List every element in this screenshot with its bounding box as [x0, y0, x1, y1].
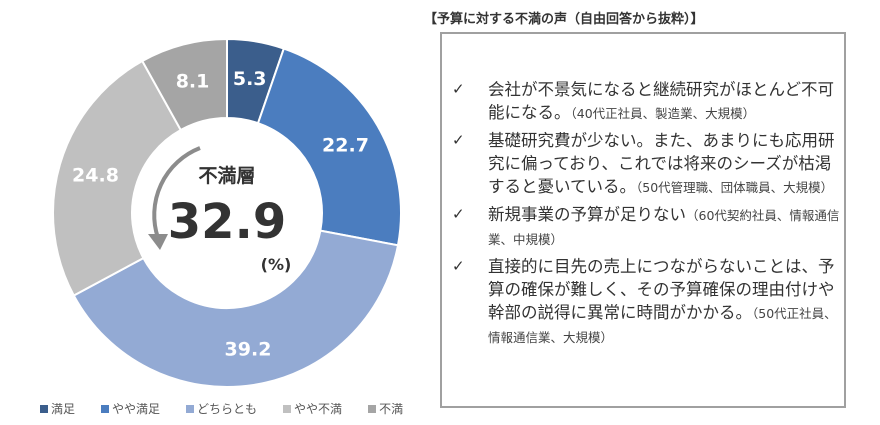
- center-label: 不満層: [198, 165, 255, 187]
- curved-arrow-icon: [152, 146, 201, 239]
- comment-list: ✓ 会社が不景気になると継続研究がほとんど不可能になる。（40代正社員、製造業、大…: [452, 78, 842, 353]
- center-value: 32.9: [168, 194, 286, 250]
- legend-swatch: [40, 404, 48, 413]
- slice-3: [52, 59, 183, 297]
- legend-label: 不満: [379, 402, 404, 416]
- data-label: 39.2: [225, 338, 272, 360]
- legend-swatch: [283, 404, 292, 413]
- data-label: 24.8: [72, 165, 119, 187]
- legend: 満足 やや満足 どちらとも やや不満 不満: [40, 400, 403, 417]
- comment-item: ✓ 基礎研究費が少ない。また、あまりにも応用研究に偏っており、これでは将来のシーズ…: [452, 129, 842, 199]
- check-icon: ✓: [452, 80, 465, 98]
- comment-note: （50代正社員、情報通信業、大規模）: [488, 306, 837, 345]
- legend-label: どちらとも: [197, 402, 258, 416]
- comment-note: （50代管理職、団体職員、大規模）: [636, 180, 834, 195]
- panel-title: 【予算に対する不満の声（自由回答から抜粋）】: [424, 12, 704, 27]
- legend-label: やや満足: [112, 402, 161, 416]
- comment-text: 基礎研究費が少ない。また、あまりにも応用研究に偏っており、これでは将来のシーズが…: [488, 131, 835, 196]
- arrow-head-icon: [148, 234, 168, 250]
- legend-label: やや不満: [294, 402, 343, 416]
- center-unit: (%): [261, 255, 292, 274]
- comment-text: 直接的に目先の売上につながらないことは、予算の確保が難しく、その予算確保の理由付…: [488, 257, 835, 322]
- donut-chart: 5.3 22.7 39.2 24.8 8.1 不満層 32.9 (%): [52, 37, 402, 388]
- comment-item: ✓ 会社が不景気になると継続研究がほとんど不可能になる。（40代正社員、製造業、大…: [452, 78, 842, 125]
- data-label: 5.3: [233, 68, 267, 90]
- legend-swatch: [368, 404, 377, 413]
- legend-item: やや不満: [283, 400, 342, 417]
- slice-1: [256, 47, 402, 247]
- legend-swatch: [101, 404, 110, 413]
- data-label: 22.7: [322, 134, 369, 156]
- legend-item: どちらとも: [186, 400, 257, 417]
- legend-item: やや満足: [101, 400, 160, 417]
- comment-text: 新規事業の予算が足りない: [488, 205, 686, 224]
- check-icon: ✓: [452, 257, 465, 275]
- check-icon: ✓: [452, 131, 465, 149]
- slice-2: [72, 229, 400, 388]
- slice-4: [140, 37, 228, 132]
- comment-item: ✓ 新規事業の予算が足りない（60代契約社員、情報通信業、中規模）: [452, 203, 842, 251]
- comment-item: ✓ 直接的に目先の売上につながらないことは、予算の確保が難しく、その予算確保の理由…: [452, 255, 842, 349]
- legend-swatch: [186, 404, 195, 413]
- check-icon: ✓: [452, 205, 465, 223]
- data-label: 8.1: [176, 70, 210, 92]
- legend-item: 満足: [40, 400, 75, 417]
- comment-text: 会社が不景気になると継続研究がほとんど不可能になる。: [488, 80, 835, 122]
- legend-item: 不満: [368, 400, 403, 417]
- legend-label: 満足: [51, 402, 76, 416]
- comments-panel: [440, 32, 846, 408]
- comment-note: （40代正社員、製造業、大規模）: [570, 106, 756, 121]
- comment-note: （60代契約社員、情報通信業、中規模）: [488, 208, 840, 247]
